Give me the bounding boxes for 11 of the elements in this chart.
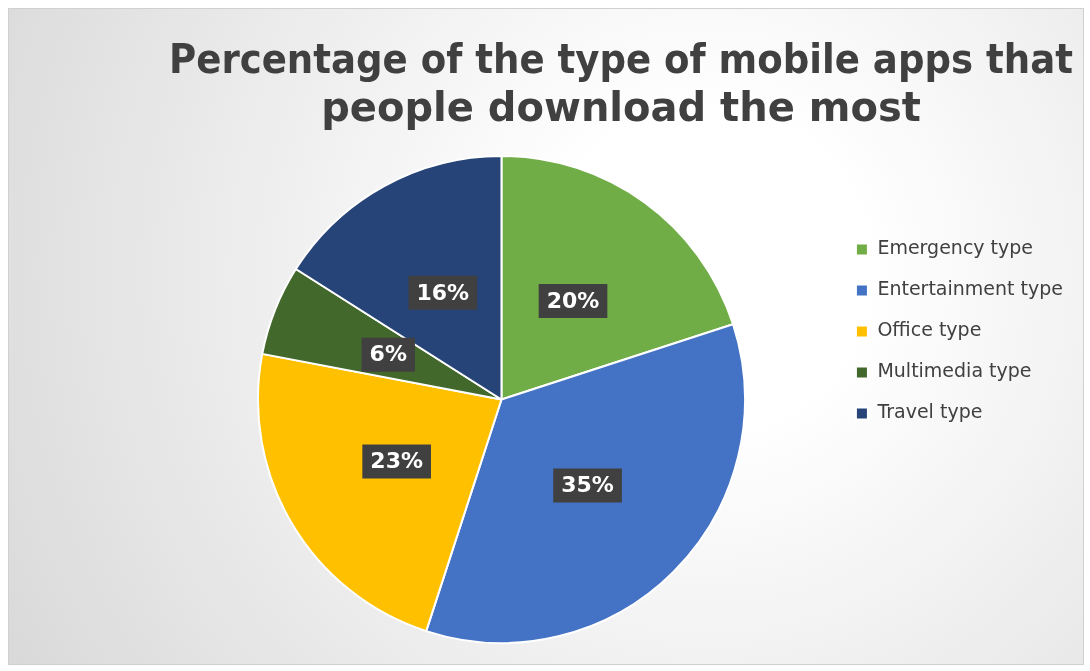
data-label: 23%: [370, 448, 423, 474]
data-label: 20%: [546, 287, 600, 313]
data-label: 16%: [416, 279, 470, 305]
legend-label: Entertainment type: [877, 277, 1064, 300]
legend-label: Office type: [877, 318, 982, 341]
data-label: 35%: [561, 472, 614, 498]
chart-title: Percentage of the type of mobile apps that people download the most: [169, 36, 1073, 131]
data-label: 6%: [369, 341, 407, 367]
legend-label: Emergency type: [877, 236, 1034, 259]
legend-label: Multimedia type: [877, 359, 1032, 382]
legend-label: Travel type: [876, 400, 983, 423]
